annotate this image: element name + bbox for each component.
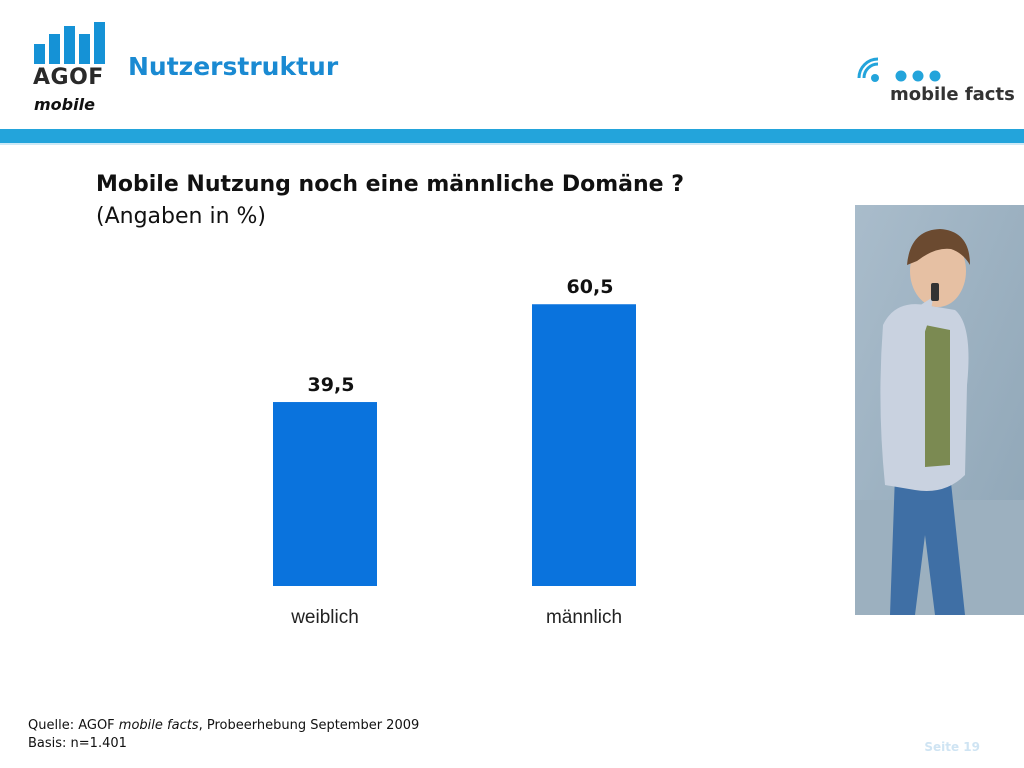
agof-logo-sub: mobile	[34, 95, 95, 114]
agof-logo-word: AGOF	[33, 65, 104, 90]
header-divider	[0, 129, 1024, 145]
page-number: Seite 19	[924, 740, 980, 754]
page-title: Nutzerstruktur	[128, 52, 339, 81]
mobile-facts-logo: mobile facts	[856, 52, 1024, 112]
source-italic: mobile facts	[118, 718, 199, 733]
bar-chart: 39,5 weiblich 60,5 männlich	[273, 276, 636, 628]
source-suffix: , Probeerhebung September 2009	[198, 718, 420, 733]
source-footer: Quelle: AGOF mobile facts, Probeerhebung…	[28, 717, 419, 753]
chart-headline: Mobile Nutzung noch eine männliche Domän…	[96, 172, 684, 197]
category-label-männlich: männlich	[546, 607, 622, 628]
value-label-weiblich: 39,5	[308, 374, 355, 396]
source-prefix: Quelle: AGOF	[28, 718, 119, 733]
signal-dots-icon	[857, 57, 941, 82]
agof-mobile-logo: AGOF mobile	[30, 22, 112, 118]
value-label-männlich: 60,5	[567, 276, 614, 298]
chart-subline: (Angaben in %)	[96, 204, 266, 229]
basis-line: Basis: n=1.401	[28, 736, 127, 751]
brand-logo-text: mobile facts	[890, 84, 1015, 105]
bar-weiblich	[273, 402, 377, 586]
agof-bars-icon	[34, 22, 106, 64]
bar-männlich	[532, 304, 636, 586]
woman-on-phone-photo	[855, 205, 1024, 615]
category-label-weiblich: weiblich	[290, 607, 359, 628]
source-line: Quelle: AGOF mobile facts, Probeerhebung…	[28, 717, 419, 735]
